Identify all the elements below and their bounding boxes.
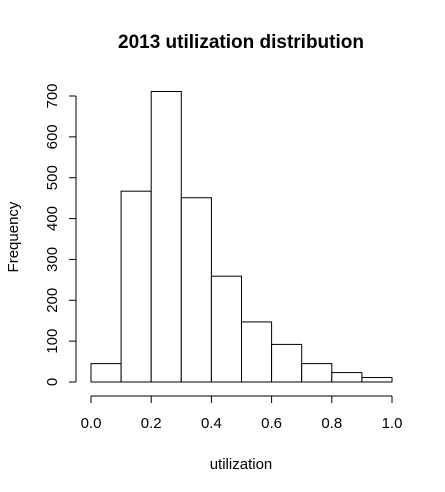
x-axis: 0.0 0.2 0.4 0.6 0.8 1.0 <box>81 395 403 432</box>
x-tick-label-4: 0.8 <box>321 415 342 432</box>
histogram-bar-1 <box>120 190 152 383</box>
y-axis: 0 100 200 300 400 500 600 700 <box>44 83 77 386</box>
histogram-bar-6 <box>271 343 303 383</box>
histogram-bar-5 <box>241 321 273 383</box>
histogram-bar-9 <box>361 377 393 383</box>
histogram-bar-3 <box>180 197 212 383</box>
histogram-bar-2 <box>150 91 182 383</box>
x-tick-label-2: 0.4 <box>201 415 222 432</box>
y-tick-label-2: 200 <box>44 288 61 313</box>
histogram-bar-4 <box>210 275 242 383</box>
chart-title: 2013 utilization distribution <box>118 32 364 53</box>
x-axis-label: utilization <box>210 456 273 473</box>
x-tick-label-1: 0.2 <box>141 415 162 432</box>
x-tick-label-3: 0.6 <box>261 415 282 432</box>
y-tick-label-3: 300 <box>44 247 61 272</box>
histogram-bar-0 <box>90 363 122 383</box>
y-axis-label: Frequency <box>5 201 22 272</box>
bars-group <box>90 91 393 383</box>
y-tick-label-4: 400 <box>44 206 61 231</box>
y-tick-label-1: 100 <box>44 329 61 354</box>
y-tick-label-5: 500 <box>44 165 61 190</box>
x-tick-label-5: 1.0 <box>382 415 403 432</box>
y-tick-label-7: 700 <box>44 83 61 108</box>
y-tick-label-6: 600 <box>44 124 61 149</box>
x-tick-label-0: 0.0 <box>81 415 102 432</box>
histogram-bar-7 <box>301 363 333 383</box>
histogram-bar-8 <box>331 372 363 383</box>
y-tick-label-0: 0 <box>44 378 61 386</box>
